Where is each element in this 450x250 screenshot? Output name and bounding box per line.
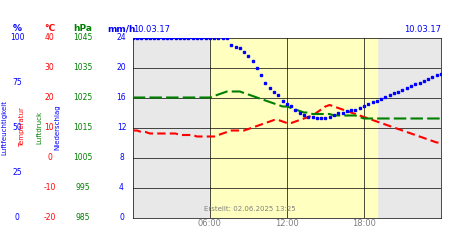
Text: 1005: 1005	[73, 153, 93, 162]
Text: 0: 0	[47, 153, 52, 162]
Text: Niederschlag: Niederschlag	[54, 105, 61, 150]
Text: 1035: 1035	[73, 63, 93, 72]
Text: 995: 995	[76, 183, 90, 192]
Text: 100: 100	[10, 33, 24, 42]
Text: 30: 30	[45, 63, 54, 72]
Text: 4: 4	[119, 183, 124, 192]
Text: Temperatur: Temperatur	[18, 108, 25, 148]
Text: -10: -10	[43, 183, 56, 192]
Text: %: %	[13, 24, 22, 33]
Text: 0: 0	[15, 213, 19, 222]
Text: 10: 10	[45, 123, 54, 132]
Text: mm/h: mm/h	[107, 24, 136, 33]
Bar	[210, 38, 377, 218]
Text: 25: 25	[12, 168, 22, 177]
Text: 24: 24	[117, 33, 126, 42]
Text: Luftdruck: Luftdruck	[36, 111, 43, 144]
Text: 1015: 1015	[74, 123, 93, 132]
Text: Erstellt: 02.06.2025 13:25: Erstellt: 02.06.2025 13:25	[204, 206, 296, 212]
Text: 985: 985	[76, 213, 90, 222]
Text: 10.03.17: 10.03.17	[133, 25, 170, 34]
Text: 10.03.17: 10.03.17	[404, 25, 441, 34]
Text: 8: 8	[119, 153, 124, 162]
Text: 20: 20	[45, 93, 54, 102]
Text: 1025: 1025	[74, 93, 93, 102]
Text: 1045: 1045	[73, 33, 93, 42]
Text: 12: 12	[117, 123, 126, 132]
Text: 40: 40	[45, 33, 54, 42]
Text: 20: 20	[117, 63, 126, 72]
Text: -20: -20	[43, 213, 56, 222]
Text: 50: 50	[12, 123, 22, 132]
Text: 16: 16	[117, 93, 126, 102]
Text: Luftfeuchtigkeit: Luftfeuchtigkeit	[1, 100, 8, 155]
Text: 75: 75	[12, 78, 22, 87]
Text: °C: °C	[44, 24, 55, 33]
Text: hPa: hPa	[74, 24, 93, 33]
Text: 0: 0	[119, 213, 124, 222]
